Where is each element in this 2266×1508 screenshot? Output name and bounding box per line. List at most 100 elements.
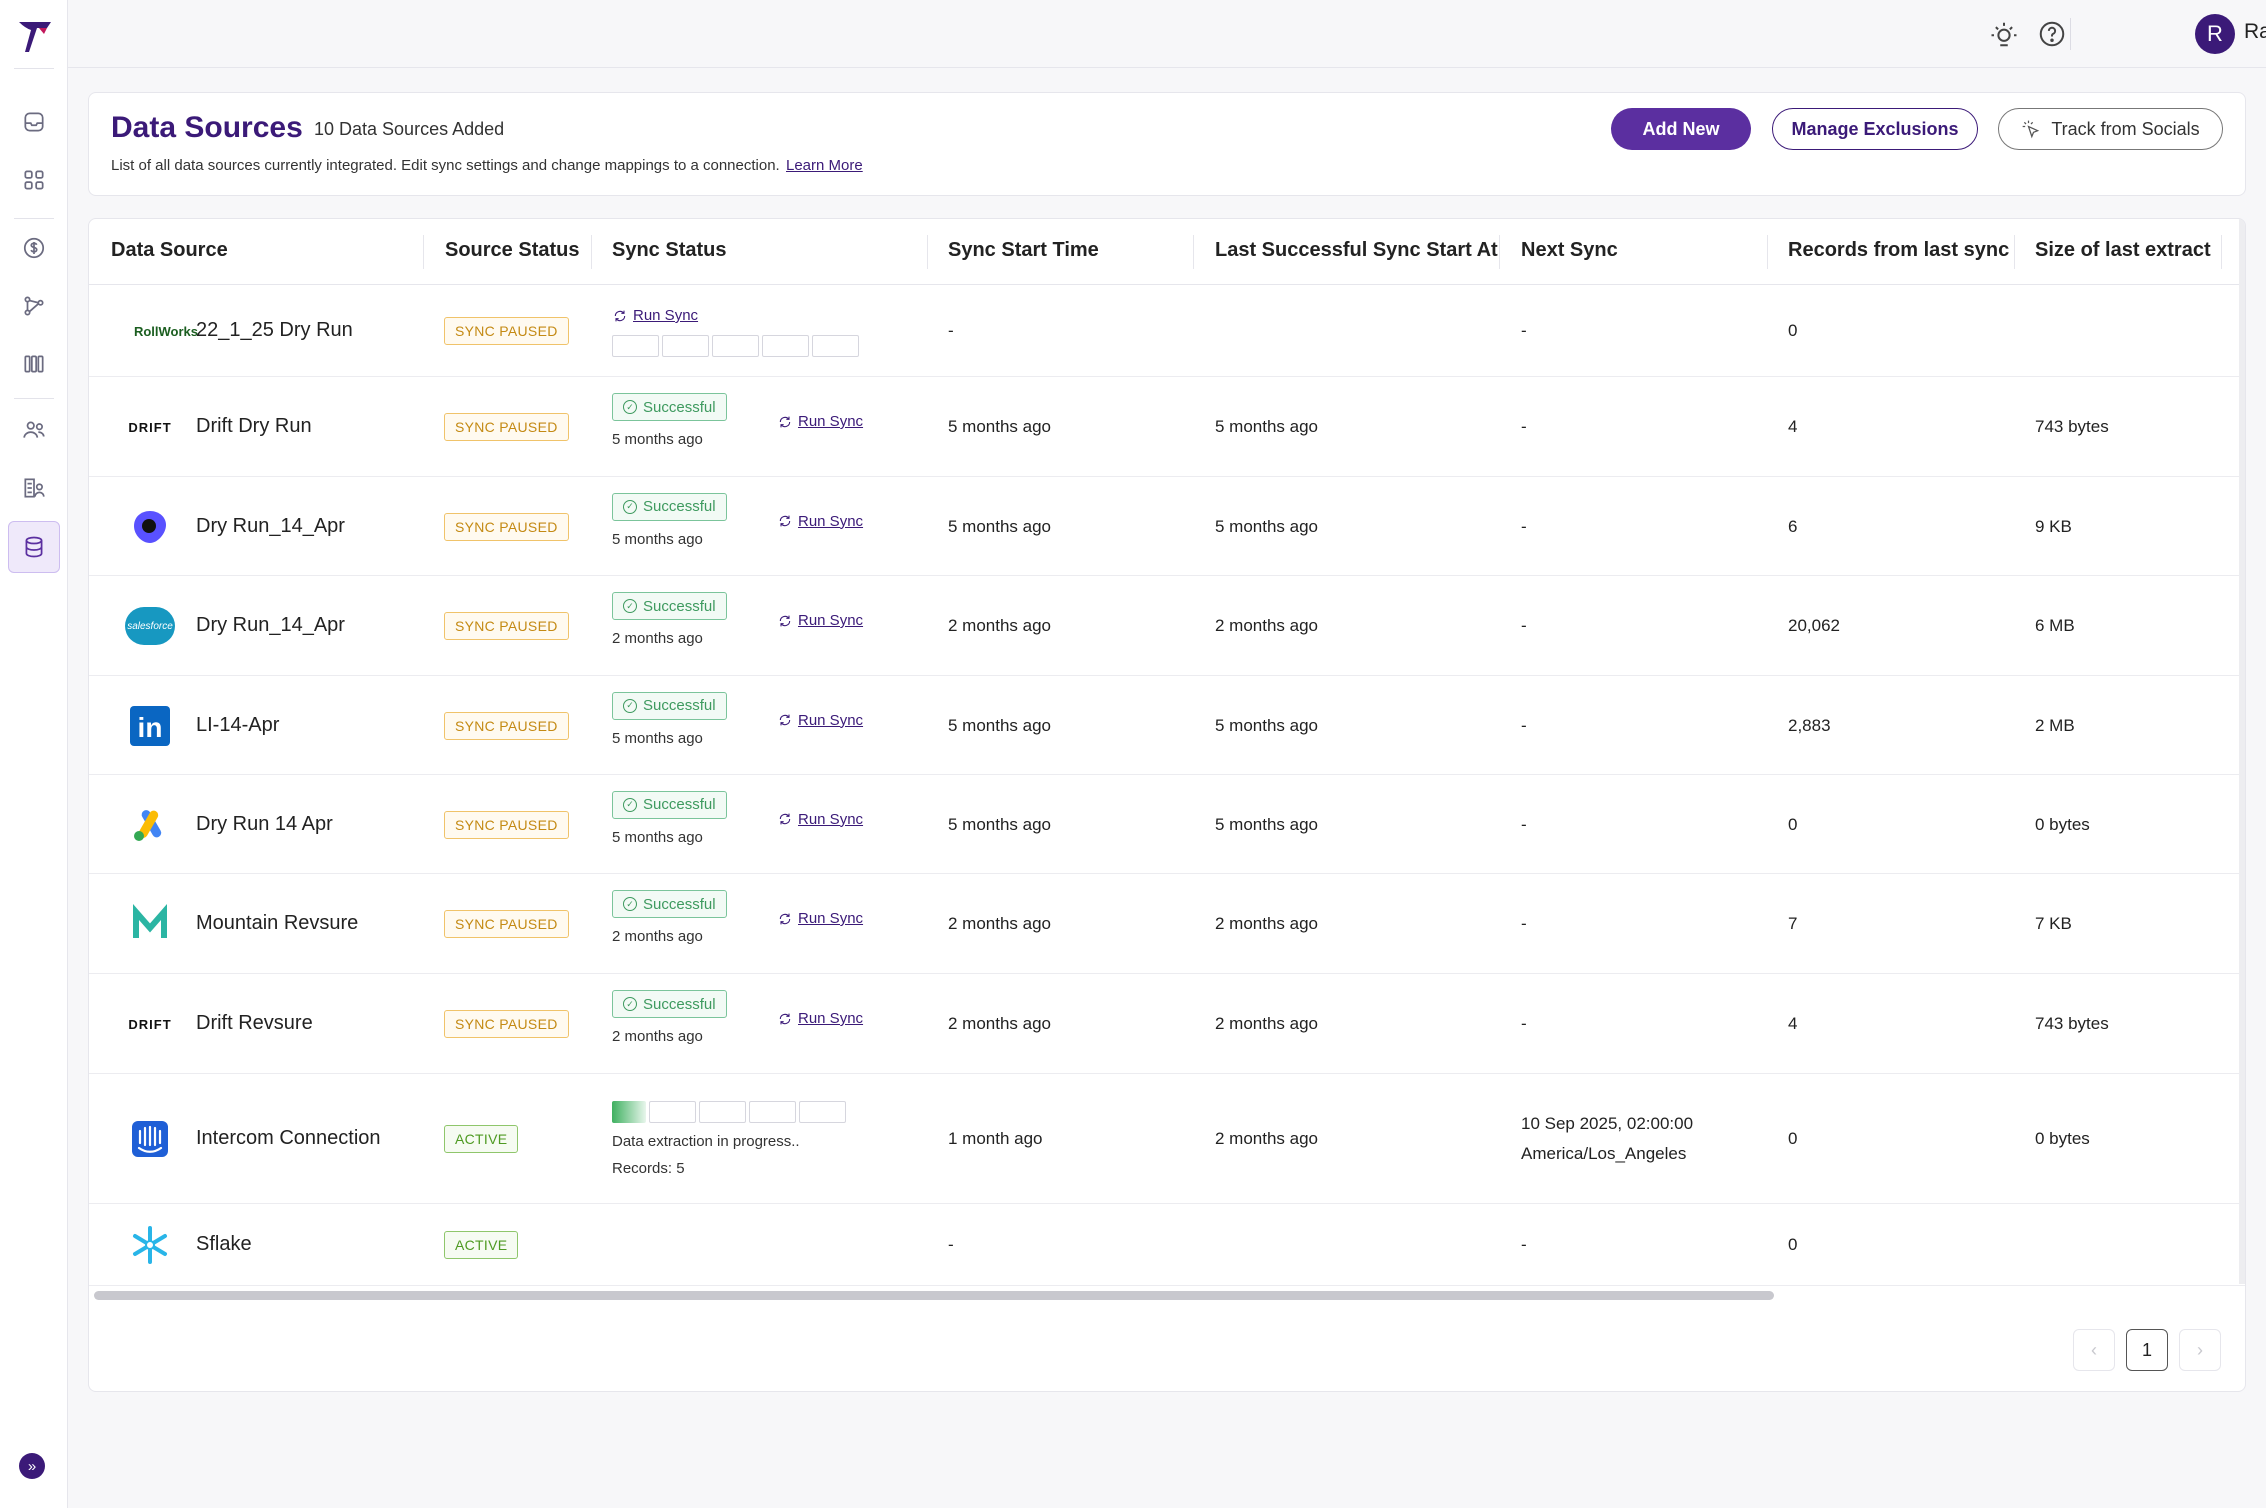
sync-success-badge: ✓ Successful <box>612 492 727 521</box>
run-sync-label: Run Sync <box>633 307 699 324</box>
nav-inbox-icon[interactable] <box>8 96 60 148</box>
check-circle-icon: ✓ <box>623 698 637 713</box>
track-from-socials-button[interactable]: Track from Socials <box>1998 108 2223 150</box>
sync-status-label: Successful <box>643 995 716 1013</box>
intercom-logo <box>125 1114 175 1164</box>
next-page-button[interactable]: › <box>2179 1329 2221 1371</box>
data-source-name[interactable]: Dry Run 14 Apr <box>196 812 333 835</box>
add-new-button[interactable]: Add New <box>1611 108 1751 150</box>
sync-time-ago: 2 months ago <box>612 630 703 647</box>
run-sync-link[interactable]: Run Sync <box>777 811 863 828</box>
nav-dollar-icon[interactable] <box>8 222 60 274</box>
table-row[interactable]: Mountain Revsure SYNC PAUSED ✓ Successful 2 … <box>89 874 2245 974</box>
table-row[interactable]: RollWorks 22_1_25 Dry Run SYNC PAUSED Run S… <box>89 285 2245 377</box>
table-row[interactable]: in LI-14-Apr SYNC PAUSED ✓ Successful 5 month… <box>89 676 2245 775</box>
user-avatar[interactable]: R <box>2195 14 2235 54</box>
next-sync: - <box>1521 1235 1527 1254</box>
page-number-button[interactable]: 1 <box>2126 1329 2168 1371</box>
records-from-last-sync: 0 <box>1788 321 1798 340</box>
data-source-name[interactable]: 22_1_25 Dry Run <box>196 319 353 341</box>
column-header[interactable]: Sync Start Time <box>948 239 1099 261</box>
linkedin-logo: in <box>125 701 175 751</box>
sync-start-time: 5 months ago <box>948 814 1052 834</box>
app-logo[interactable] <box>17 18 53 54</box>
sync-time-ago: 5 months ago <box>612 530 703 548</box>
run-sync-link[interactable]: Run Sync <box>777 910 863 927</box>
scrollbar-thumb[interactable] <box>94 1291 1774 1300</box>
data-source-name[interactable]: Dry Run_14_Apr <box>196 614 345 636</box>
last-successful-sync: 5 months ago <box>1215 715 1319 735</box>
topbar-divider <box>2070 18 2071 50</box>
drift-logo-text: DRIFT <box>128 1016 172 1032</box>
run-sync-link[interactable]: Run Sync <box>777 1010 863 1027</box>
horizontal-scrollbar[interactable] <box>89 1289 2245 1301</box>
run-sync-link[interactable]: Run Sync <box>612 307 698 324</box>
column-header[interactable]: Last Successful Sync Start At <box>1215 239 1498 261</box>
run-sync-link[interactable]: Run Sync <box>777 612 863 629</box>
manage-exclusions-button[interactable]: Manage Exclusions <box>1772 108 1978 150</box>
run-sync-label: Run Sync <box>798 512 864 530</box>
linkedin-logo-text: in <box>130 705 170 746</box>
prev-page-button[interactable]: ‹ <box>2073 1329 2115 1371</box>
check-circle-icon: ✓ <box>623 797 637 812</box>
nav-accounts-icon[interactable] <box>8 462 60 514</box>
records-from-last-sync: 20,062 <box>1788 616 1840 635</box>
column-header[interactable]: Size of last extract <box>2035 239 2211 261</box>
sync-start-time: 2 months ago <box>948 616 1052 635</box>
vertical-scrollbar[interactable] <box>2239 219 2245 1284</box>
column-header[interactable]: Data Source <box>111 239 228 261</box>
expand-sidebar-button[interactable]: » <box>19 1453 45 1479</box>
sync-start-time: 2 months ago <box>948 1014 1052 1033</box>
check-circle-icon: ✓ <box>623 599 637 613</box>
table-row[interactable]: Sflake ACTIVE - - 0 <box>89 1204 2245 1286</box>
sync-status-label: Successful <box>643 597 716 615</box>
next-sync: - <box>1521 814 1527 834</box>
data-source-name[interactable]: Mountain Revsure <box>196 912 359 934</box>
user-name[interactable]: Ravi <box>2244 20 2266 43</box>
theme-toggle-icon[interactable] <box>1989 19 2019 49</box>
run-sync-link[interactable]: Run Sync <box>777 413 863 430</box>
source-status-badge: SYNC PAUSED <box>444 810 569 839</box>
table-row[interactable]: DRIFT Drift Dry Run SYNC PAUSED ✓ Successful… <box>89 377 2245 477</box>
data-source-name[interactable]: Dry Run_14_Apr <box>196 514 345 537</box>
run-sync-label: Run Sync <box>798 910 864 927</box>
size-of-last-extract: 0 bytes <box>2035 1129 2090 1148</box>
source-status-badge: SYNC PAUSED <box>444 413 569 441</box>
column-header[interactable]: Sync Status <box>612 239 727 261</box>
nav-data-sources-icon[interactable] <box>8 521 60 573</box>
source-status-badge: SYNC PAUSED <box>444 910 569 938</box>
run-sync-link[interactable]: Run Sync <box>777 513 863 530</box>
source-status-badge: SYNC PAUSED <box>444 512 569 541</box>
help-icon[interactable] <box>2037 19 2067 49</box>
run-sync-link[interactable]: Run Sync <box>777 712 863 729</box>
table-row[interactable]: DRIFT Drift Revsure SYNC PAUSED ✓ Successful… <box>89 974 2245 1074</box>
table-row[interactable]: salesforce Dry Run_14_Apr SYNC PAUSED ✓ Succ… <box>89 576 2245 676</box>
column-header[interactable]: Records from last sync <box>1788 239 2010 261</box>
sync-start-time: 5 months ago <box>948 516 1052 536</box>
nav-columns-icon[interactable] <box>8 338 60 390</box>
data-source-name[interactable]: Sflake <box>196 1233 252 1255</box>
top-bar: R Ravi <box>68 0 2266 68</box>
size-of-last-extract: 7 KB <box>2035 914 2072 933</box>
check-circle-icon: ✓ <box>623 400 637 414</box>
run-sync-label: Run Sync <box>798 810 864 828</box>
data-source-name[interactable]: Drift Dry Run <box>196 415 312 437</box>
nav-grid-icon[interactable] <box>8 154 60 206</box>
sync-start-time: 5 months ago <box>948 417 1052 436</box>
size-of-last-extract: 6 MB <box>2035 616 2075 635</box>
data-source-name[interactable]: LI-14-Apr <box>196 713 280 736</box>
table-row[interactable]: Dry Run_14_Apr SYNC PAUSED ✓ Successful 5 mo… <box>89 477 2245 576</box>
column-header[interactable]: Next Sync <box>1521 239 1618 261</box>
data-source-name[interactable]: Drift Revsure <box>196 1012 313 1034</box>
learn-more-link[interactable]: Learn More <box>786 157 863 174</box>
nav-users-icon[interactable] <box>8 404 60 456</box>
nav-flow-icon[interactable] <box>8 280 60 332</box>
column-header[interactable]: Source Status <box>445 239 580 261</box>
table-row[interactable]: Intercom Connection ACTIVE Data extraction… <box>89 1074 2245 1204</box>
table-row[interactable]: Dry Run 14 Apr SYNC PAUSED ✓ Successful 5 mo… <box>89 775 2245 874</box>
rollworks-logo: RollWorks <box>125 306 198 356</box>
data-sources-table: Data Source Source Status Sync Status Sy… <box>88 218 2246 1392</box>
data-source-name[interactable]: Intercom Connection <box>196 1127 381 1149</box>
next-sync: - <box>1521 914 1527 933</box>
sync-progress-steps <box>612 335 859 357</box>
